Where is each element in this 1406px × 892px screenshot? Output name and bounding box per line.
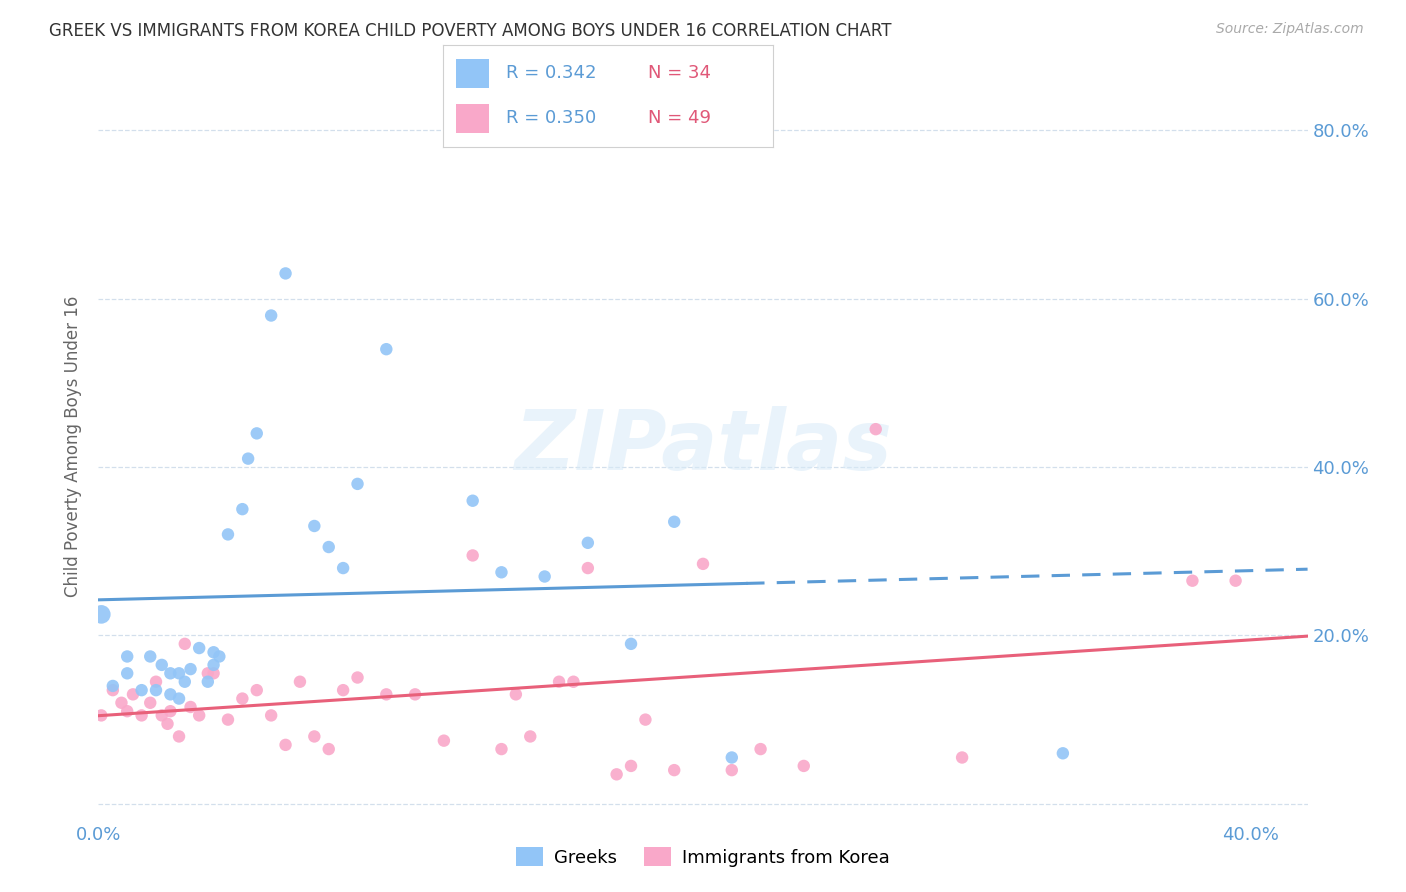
Legend: Greeks, Immigrants from Korea: Greeks, Immigrants from Korea <box>509 840 897 874</box>
Point <box>167 691 190 706</box>
Text: R = 0.342: R = 0.342 <box>506 64 596 82</box>
Point <box>197 666 219 681</box>
Point <box>664 763 686 777</box>
Text: ZIPatlas: ZIPatlas <box>515 406 891 486</box>
Point <box>720 763 742 777</box>
Point <box>346 671 368 685</box>
Point <box>139 649 162 664</box>
Point <box>274 738 297 752</box>
Point <box>533 569 555 583</box>
Point <box>197 674 219 689</box>
Point <box>576 561 599 575</box>
Point <box>101 683 124 698</box>
Point <box>231 502 253 516</box>
Point <box>145 674 167 689</box>
Point <box>491 566 513 580</box>
Point <box>90 708 112 723</box>
Point <box>159 666 181 681</box>
Point <box>606 767 628 781</box>
Point <box>180 662 202 676</box>
Point <box>304 730 326 744</box>
Bar <box>456 59 489 87</box>
Point <box>404 687 426 701</box>
Text: Source: ZipAtlas.com: Source: ZipAtlas.com <box>1216 22 1364 37</box>
Point <box>90 607 112 622</box>
Point <box>202 645 225 659</box>
Point <box>1181 574 1204 588</box>
Point <box>115 704 138 718</box>
Point <box>180 700 202 714</box>
Point <box>620 759 643 773</box>
Point <box>150 657 173 672</box>
Text: N = 34: N = 34 <box>648 64 711 82</box>
Point <box>217 527 239 541</box>
Point <box>188 708 211 723</box>
Point <box>167 730 190 744</box>
Point <box>145 683 167 698</box>
Point <box>620 637 643 651</box>
Point <box>548 674 571 689</box>
Point <box>246 683 269 698</box>
Point <box>318 742 340 756</box>
Point <box>505 687 527 701</box>
Point <box>950 750 973 764</box>
Point <box>131 683 153 698</box>
Point <box>519 730 541 744</box>
Point <box>115 649 138 664</box>
Y-axis label: Child Poverty Among Boys Under 16: Child Poverty Among Boys Under 16 <box>65 295 83 597</box>
Point <box>260 309 283 323</box>
Point <box>720 750 742 764</box>
Point <box>208 649 231 664</box>
Point <box>318 540 340 554</box>
Point <box>749 742 772 756</box>
Point <box>217 713 239 727</box>
Point <box>461 549 484 563</box>
Point <box>167 666 190 681</box>
Point <box>433 733 456 747</box>
Point <box>173 674 195 689</box>
Point <box>173 637 195 651</box>
Point <box>375 342 398 356</box>
Point <box>375 687 398 701</box>
Point <box>461 493 484 508</box>
Point <box>236 451 259 466</box>
Point <box>188 641 211 656</box>
Point <box>1052 746 1074 760</box>
Point <box>288 674 311 689</box>
Point <box>139 696 162 710</box>
Point <box>562 674 585 689</box>
Point <box>332 683 354 698</box>
Point <box>260 708 283 723</box>
Point <box>150 708 173 723</box>
Point <box>115 666 138 681</box>
Point <box>634 713 657 727</box>
Text: GREEK VS IMMIGRANTS FROM KOREA CHILD POVERTY AMONG BOYS UNDER 16 CORRELATION CHA: GREEK VS IMMIGRANTS FROM KOREA CHILD POV… <box>49 22 891 40</box>
Point <box>156 716 179 731</box>
Point <box>131 708 153 723</box>
Point <box>793 759 815 773</box>
Text: R = 0.350: R = 0.350 <box>506 110 596 128</box>
Point <box>274 267 297 281</box>
Point <box>159 704 181 718</box>
Point <box>491 742 513 756</box>
Point <box>231 691 253 706</box>
Point <box>332 561 354 575</box>
Point <box>1225 574 1247 588</box>
Point <box>202 657 225 672</box>
Point <box>865 422 887 436</box>
Text: N = 49: N = 49 <box>648 110 711 128</box>
Point <box>346 476 368 491</box>
Point <box>692 557 714 571</box>
Point <box>246 426 269 441</box>
Point <box>110 696 132 710</box>
Point <box>664 515 686 529</box>
Point <box>202 666 225 681</box>
Bar <box>456 104 489 133</box>
Point <box>101 679 124 693</box>
Point <box>576 536 599 550</box>
Point <box>304 519 326 533</box>
Point <box>122 687 145 701</box>
Point <box>159 687 181 701</box>
